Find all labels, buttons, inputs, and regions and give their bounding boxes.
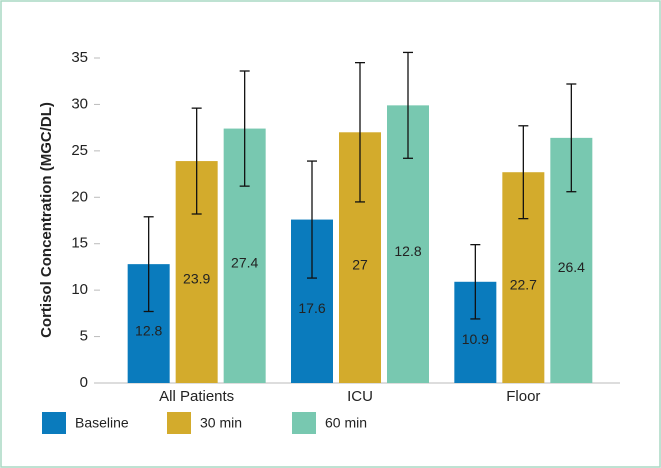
data-label: 12.8 — [394, 243, 421, 259]
y-tick-label: 20 — [71, 188, 88, 205]
data-label: 22.7 — [510, 276, 537, 292]
legend-label: 30 min — [200, 415, 242, 431]
y-tick-label: 10 — [71, 281, 88, 298]
y-tick-label: 25 — [71, 142, 88, 159]
legend-label: Baseline — [75, 415, 129, 431]
y-tick-label: 30 — [71, 95, 88, 112]
x-tick-label: Floor — [506, 388, 540, 405]
y-tick-label: 5 — [80, 328, 88, 345]
legend-swatch — [292, 412, 316, 434]
data-label: 12.8 — [135, 322, 162, 338]
y-tick-label: 0 — [80, 374, 88, 391]
legend-swatch — [167, 412, 191, 434]
x-tick-label: ICU — [347, 388, 373, 405]
data-label: 17.6 — [298, 300, 325, 316]
data-label: 27 — [352, 256, 368, 272]
x-tick-label: All Patients — [159, 388, 234, 405]
data-label: 10.9 — [462, 331, 489, 347]
y-tick-label: 15 — [71, 235, 88, 252]
data-label: 26.4 — [558, 259, 585, 275]
data-label: 23.9 — [183, 271, 210, 287]
legend-label: 60 min — [325, 415, 367, 431]
y-tick-label: 35 — [71, 49, 88, 66]
legend-swatch — [42, 412, 66, 434]
y-axis-label: Cortisol Concentration (MGC/DL) — [38, 102, 55, 338]
data-label: 27.4 — [231, 254, 258, 270]
